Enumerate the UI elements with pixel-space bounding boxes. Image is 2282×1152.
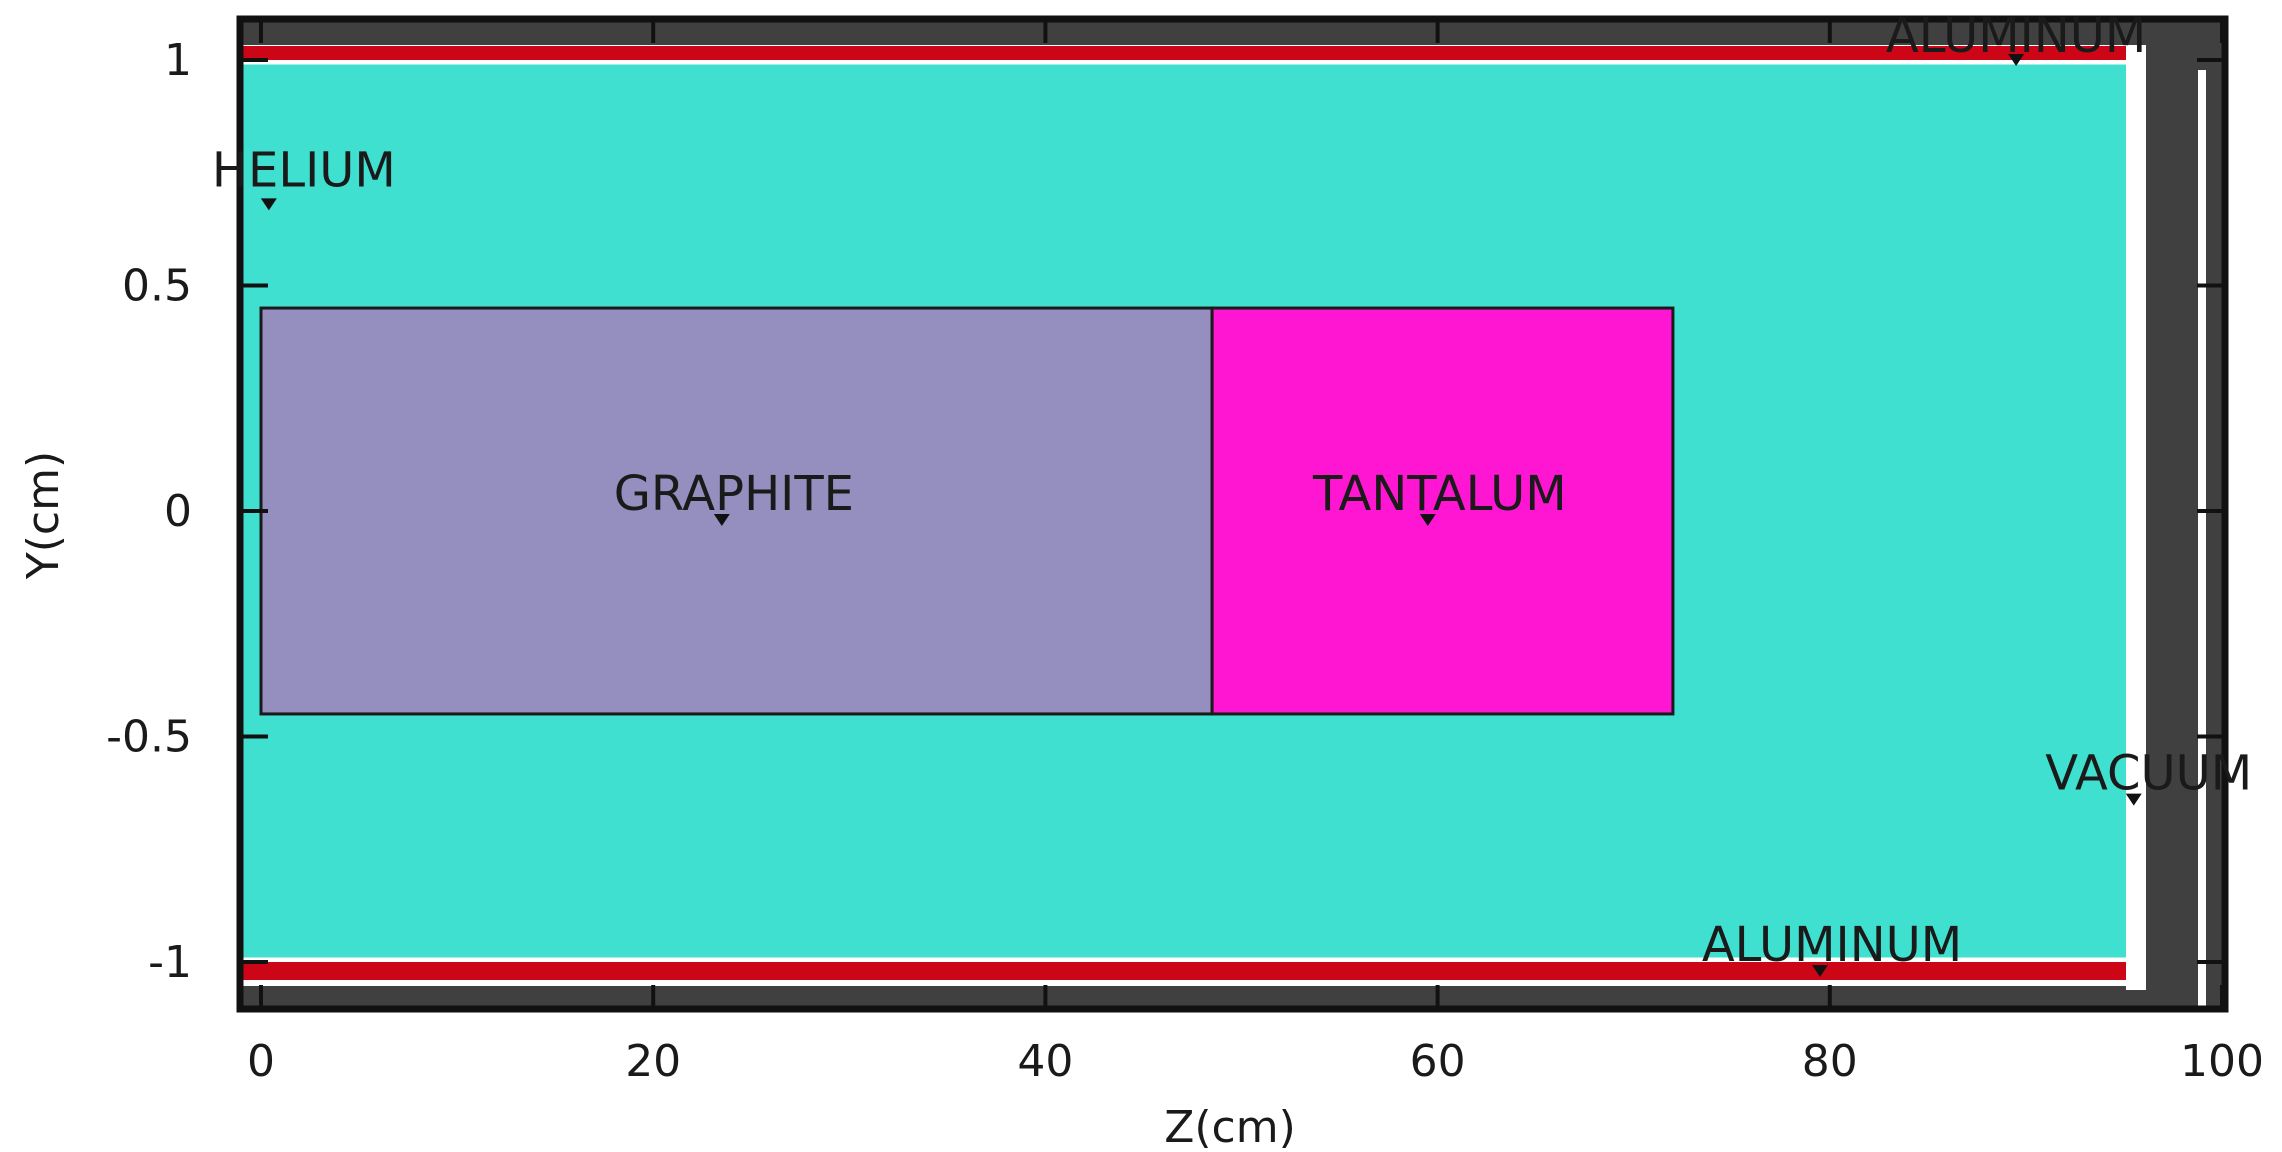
y-axis-title: Y(cm) bbox=[18, 451, 69, 580]
y-tick-label: 1 bbox=[164, 35, 192, 86]
axis-tick-labels: 0 20 40 60 80 100 1 0.5 0 -0.5 -1 bbox=[106, 35, 2264, 1087]
x-tick-label: 80 bbox=[1802, 1036, 1858, 1087]
region-label: GRAPHITE bbox=[614, 466, 854, 522]
aluminum-bottom-stripe bbox=[240, 962, 2126, 980]
tantalum-region bbox=[1210, 306, 1675, 716]
region-labels: HELIUM GRAPHITE TANTALUM ALUMINUM ALUMINUM VA… bbox=[212, 8, 2252, 973]
aluminum-top-stripe bbox=[240, 46, 2126, 60]
region-label: TANTALUM bbox=[1312, 466, 1567, 522]
y-tick-label: -0.5 bbox=[106, 712, 192, 763]
plot-frame bbox=[236, 15, 2229, 1013]
x-tick-label: 40 bbox=[1017, 1036, 1073, 1087]
region-label: ALUMINUM bbox=[1886, 8, 2146, 64]
y-tick-label: -1 bbox=[148, 937, 192, 988]
region-markers bbox=[260, 54, 2142, 978]
y-tick-label: 0 bbox=[164, 486, 192, 537]
region-marker bbox=[2125, 793, 2142, 806]
region-marker bbox=[2008, 54, 2025, 66]
region-label: VACUUM bbox=[2045, 746, 2252, 802]
axis-ticks bbox=[240, 19, 2225, 1009]
region-marker bbox=[260, 198, 277, 211]
x-tick-label: 100 bbox=[2180, 1036, 2264, 1087]
region-marker bbox=[1419, 514, 1436, 527]
vacuum-region bbox=[2146, 19, 2225, 1009]
y-tick-label: 0.5 bbox=[122, 261, 192, 312]
region-marker bbox=[713, 514, 730, 527]
graphite-region bbox=[259, 306, 1214, 716]
top-outer-strip bbox=[240, 19, 2225, 45]
region-label: ALUMINUM bbox=[1702, 917, 1962, 973]
x-tick-label: 20 bbox=[625, 1036, 681, 1087]
x-axis-title: Z(cm) bbox=[1164, 1102, 1296, 1152]
helium-boundary-line bbox=[2126, 60, 2146, 990]
x-tick-label: 0 bbox=[247, 1036, 275, 1087]
vacuum-white-stripe bbox=[2198, 70, 2206, 1010]
region-marker bbox=[1811, 965, 1828, 978]
region-label: HELIUM bbox=[212, 142, 396, 198]
x-tick-label: 60 bbox=[1410, 1036, 1466, 1087]
